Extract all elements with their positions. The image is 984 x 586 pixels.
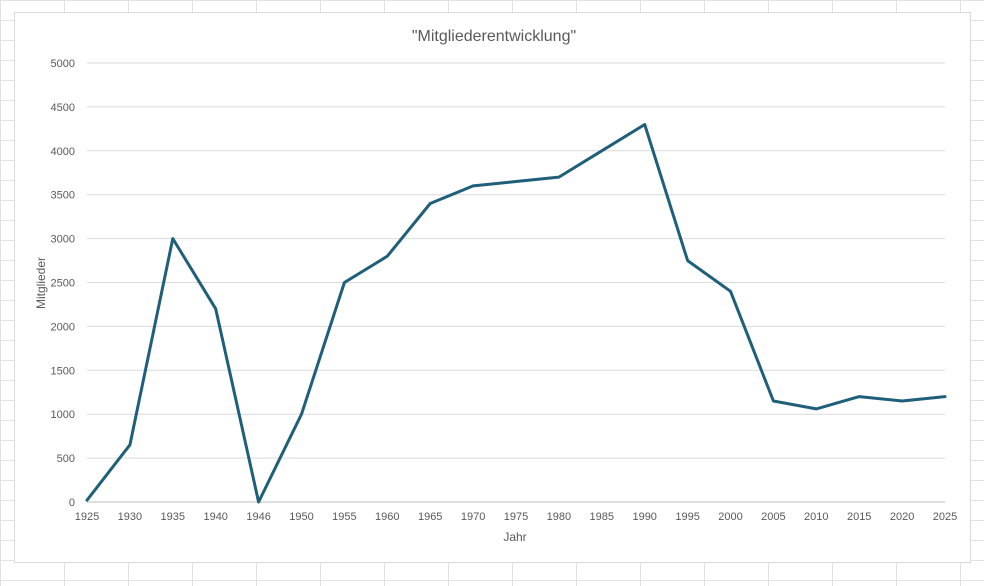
y-tick-label: 1500 xyxy=(51,365,75,377)
y-tick-label: 5000 xyxy=(51,58,75,70)
data-point[interactable] xyxy=(170,236,175,241)
x-tick-label: 2005 xyxy=(761,511,785,523)
data-point[interactable] xyxy=(213,306,218,311)
y-tick-label: 2000 xyxy=(51,321,75,333)
series-line[interactable] xyxy=(85,123,947,504)
x-tick-label: 1960 xyxy=(375,511,399,523)
data-point[interactable] xyxy=(385,254,390,259)
data-point[interactable] xyxy=(900,399,905,404)
x-tick-label: 2010 xyxy=(804,511,828,523)
x-tick-label: 1970 xyxy=(461,511,485,523)
x-tick-label: 1990 xyxy=(632,511,656,523)
y-tick-label: 0 xyxy=(69,497,75,509)
x-tick-label: 1995 xyxy=(675,511,699,523)
data-point[interactable] xyxy=(85,498,90,503)
x-tick-label: 1946 xyxy=(246,511,270,523)
gridlines xyxy=(87,62,945,459)
x-tick-label: 1980 xyxy=(547,511,571,523)
x-tick-label: 1930 xyxy=(118,511,142,523)
chart-title[interactable]: "Mitgliederentwicklung" xyxy=(412,28,576,45)
y-tick-label: 3000 xyxy=(51,234,75,246)
x-axis-tick-labels: 1925 1930 1935 1940 1946 1950 1955 1960 1965 1970… xyxy=(75,511,957,523)
data-point[interactable] xyxy=(642,122,647,127)
data-point[interactable] xyxy=(342,280,347,285)
x-tick-label: 2020 xyxy=(890,511,914,523)
chart-area[interactable]: "Mitgliederentwicklung" 0 500 1000 1500 2000… xyxy=(14,12,971,563)
data-point[interactable] xyxy=(728,289,733,294)
y-axis-tick-labels: 0 500 1000 1500 2000 2500 3000 3500 4000 4500 5000 xyxy=(51,58,75,509)
y-tick-label: 500 xyxy=(57,453,75,465)
x-tick-label: 1950 xyxy=(289,511,313,523)
y-tick-label: 1000 xyxy=(51,409,75,421)
y-tick-label: 4500 xyxy=(51,102,75,114)
y-tick-label: 3500 xyxy=(51,190,75,202)
data-point[interactable] xyxy=(685,258,690,263)
x-tick-label: 2025 xyxy=(933,511,957,523)
data-point[interactable] xyxy=(599,148,604,153)
x-tick-label: 1935 xyxy=(161,511,185,523)
line-chart: "Mitgliederentwicklung" 0 500 1000 1500 2000… xyxy=(34,28,957,544)
x-tick-label: 1940 xyxy=(203,511,227,523)
x-tick-label: 2015 xyxy=(847,511,871,523)
data-point[interactable] xyxy=(943,394,948,399)
x-tick-label: 1925 xyxy=(75,511,99,523)
data-point[interactable] xyxy=(428,201,433,206)
data-point[interactable] xyxy=(857,394,862,399)
series-layer xyxy=(85,122,948,505)
x-tick-label: 1965 xyxy=(418,511,442,523)
data-point[interactable] xyxy=(471,183,476,188)
data-point[interactable] xyxy=(256,500,261,505)
x-tick-label: 1985 xyxy=(590,511,614,523)
data-point[interactable] xyxy=(127,442,132,447)
x-tick-label: 1955 xyxy=(332,511,356,523)
data-point[interactable] xyxy=(814,406,819,411)
data-point[interactable] xyxy=(556,175,561,180)
y-axis-title[interactable]: Mitglieder xyxy=(34,257,48,309)
data-point[interactable] xyxy=(514,179,519,184)
data-point[interactable] xyxy=(771,399,776,404)
y-tick-label: 2500 xyxy=(51,278,75,290)
x-tick-label: 1975 xyxy=(504,511,528,523)
y-tick-label: 4000 xyxy=(51,146,75,158)
data-point[interactable] xyxy=(299,412,304,417)
x-axis-title[interactable]: Jahr xyxy=(503,530,526,544)
x-tick-label: 2000 xyxy=(718,511,742,523)
